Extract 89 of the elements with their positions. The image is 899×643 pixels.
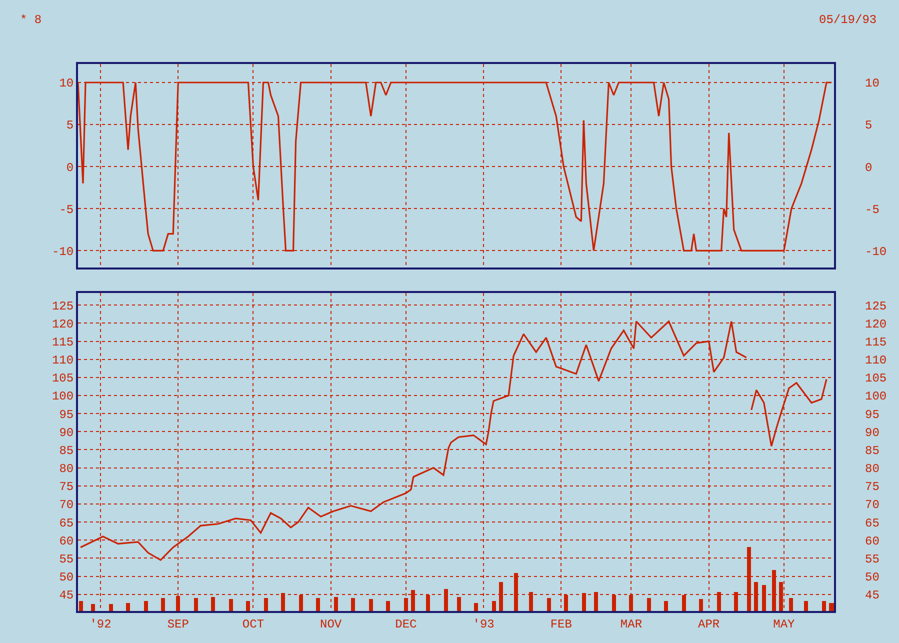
y-tick-label: 120 — [52, 317, 74, 332]
bar — [194, 598, 198, 611]
y-tick-label: -5 — [59, 202, 74, 217]
bar — [822, 601, 826, 611]
y-tick-label: 110 — [52, 354, 74, 368]
y-tick-label: 80 — [59, 462, 74, 476]
y2-tick-label: 125 — [865, 299, 887, 314]
y-tick-label: 60 — [59, 534, 74, 548]
x-tick-label: APR — [698, 617, 720, 632]
bar — [699, 599, 703, 611]
y2-tick-label: -10 — [865, 244, 887, 259]
y2-tick-label: 90 — [865, 426, 880, 440]
y-tick-label: 85 — [59, 444, 74, 458]
y-tick-label: 50 — [59, 570, 74, 584]
y2-tick-label: 110 — [865, 354, 887, 368]
x-tick-label: MAY — [773, 617, 795, 632]
bar — [457, 597, 461, 611]
bar — [161, 598, 165, 611]
bar — [647, 598, 651, 611]
y2-tick-label: -5 — [865, 202, 880, 217]
x-tick-label: FEB — [550, 617, 572, 632]
bar — [582, 593, 586, 611]
text: * 8 — [20, 13, 42, 27]
y2-tick-label: 85 — [865, 444, 880, 458]
y-tick-label: -10 — [52, 244, 74, 259]
bar — [334, 597, 338, 611]
bar — [789, 598, 793, 611]
bar — [386, 601, 390, 611]
x-tick-label: '92 — [90, 617, 112, 632]
y-tick-label: 115 — [52, 335, 74, 350]
y-tick-label: 75 — [59, 480, 74, 494]
y2-tick-label: 75 — [865, 480, 880, 494]
bar — [126, 603, 130, 611]
x-tick-label: OCT — [242, 617, 264, 632]
x-tick-label: MAR — [620, 617, 642, 632]
y2-tick-label: 95 — [865, 408, 880, 422]
bar — [474, 603, 478, 611]
y2-tick-label: 10 — [865, 76, 880, 91]
bar — [264, 598, 268, 611]
y-tick-label: 125 — [52, 299, 74, 314]
bar — [246, 601, 250, 611]
y-tick-label: 55 — [59, 552, 74, 566]
x-tick-label: '93 — [472, 617, 494, 632]
bar — [444, 589, 448, 611]
y-tick-label: 5 — [66, 118, 74, 133]
y2-tick-label: 100 — [865, 390, 887, 404]
y2-tick-label: 105 — [865, 372, 887, 386]
bar — [492, 601, 496, 611]
bar — [804, 601, 808, 611]
y-tick-label: 0 — [66, 160, 74, 175]
y2-tick-label: 65 — [865, 516, 880, 530]
bar — [829, 603, 834, 611]
bar — [91, 604, 95, 611]
y2-tick-label: 5 — [865, 118, 872, 133]
y-tick-label: 70 — [59, 498, 74, 512]
x-tick-label: SEP — [167, 617, 189, 632]
y2-tick-label: 70 — [865, 498, 880, 512]
bar — [664, 601, 668, 611]
x-tick-label: NOV — [320, 617, 342, 632]
bar — [351, 598, 355, 611]
y2-tick-label: 120 — [865, 317, 887, 332]
y-tick-label: 105 — [52, 372, 74, 386]
y-tick-label: 90 — [59, 426, 74, 440]
y-tick-label: 10 — [59, 76, 74, 91]
y2-tick-label: 55 — [865, 552, 880, 566]
bar — [229, 599, 233, 611]
bar — [211, 597, 215, 611]
bar — [144, 601, 148, 611]
bar — [594, 592, 598, 611]
y-tick-label: 95 — [59, 408, 74, 422]
y-tick-label: 65 — [59, 516, 74, 530]
y2-tick-label: 0 — [865, 160, 872, 175]
bar — [762, 585, 766, 611]
bar — [316, 598, 320, 611]
bar — [404, 598, 408, 611]
text: 05/19/93 — [819, 13, 877, 27]
bar — [109, 604, 113, 611]
bar — [369, 599, 373, 611]
bar — [547, 598, 551, 611]
y2-tick-label: 115 — [865, 335, 887, 350]
bar — [281, 593, 285, 611]
y2-tick-label: 50 — [865, 570, 880, 584]
y2-tick-label: 80 — [865, 462, 880, 476]
bar — [79, 601, 83, 611]
y2-tick-label: 60 — [865, 534, 880, 548]
y-tick-label: 100 — [52, 390, 74, 404]
y-tick-label: 45 — [59, 588, 74, 603]
y2-tick-label: 45 — [865, 588, 880, 603]
x-tick-label: DEC — [395, 617, 417, 632]
